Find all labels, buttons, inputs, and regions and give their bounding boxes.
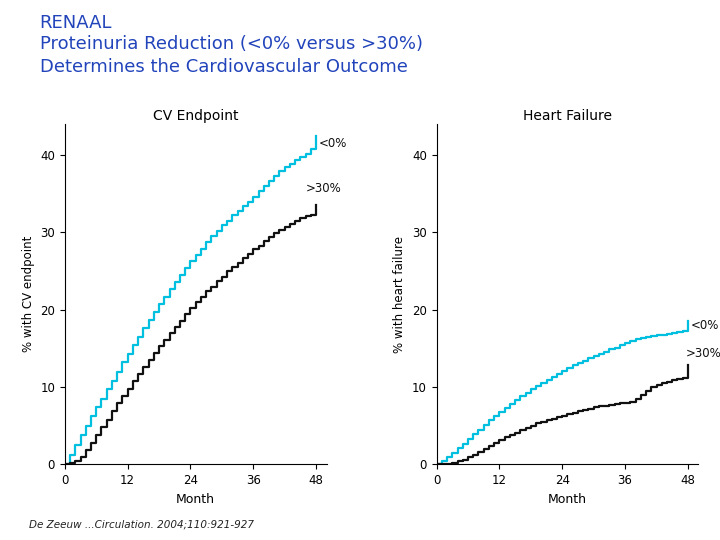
Text: >30%: >30% [306,182,341,195]
Text: De Zeeuw ...Circulation. 2004;110:921-927: De Zeeuw ...Circulation. 2004;110:921-92… [29,519,254,529]
Text: >30%: >30% [685,347,720,360]
X-axis label: Month: Month [548,492,587,505]
Y-axis label: % with CV endpoint: % with CV endpoint [22,236,35,353]
Title: CV Endpoint: CV Endpoint [153,109,238,123]
Title: Heart Failure: Heart Failure [523,109,612,123]
Text: Proteinuria Reduction (<0% versus >30%): Proteinuria Reduction (<0% versus >30%) [40,35,423,53]
Text: <0%: <0% [690,319,719,332]
Text: Determines the Cardiovascular Outcome: Determines the Cardiovascular Outcome [40,58,408,76]
X-axis label: Month: Month [176,492,215,505]
Text: RENAAL: RENAAL [40,14,112,31]
Text: <0%: <0% [319,137,347,150]
Y-axis label: % with heart failure: % with heart failure [393,236,406,353]
